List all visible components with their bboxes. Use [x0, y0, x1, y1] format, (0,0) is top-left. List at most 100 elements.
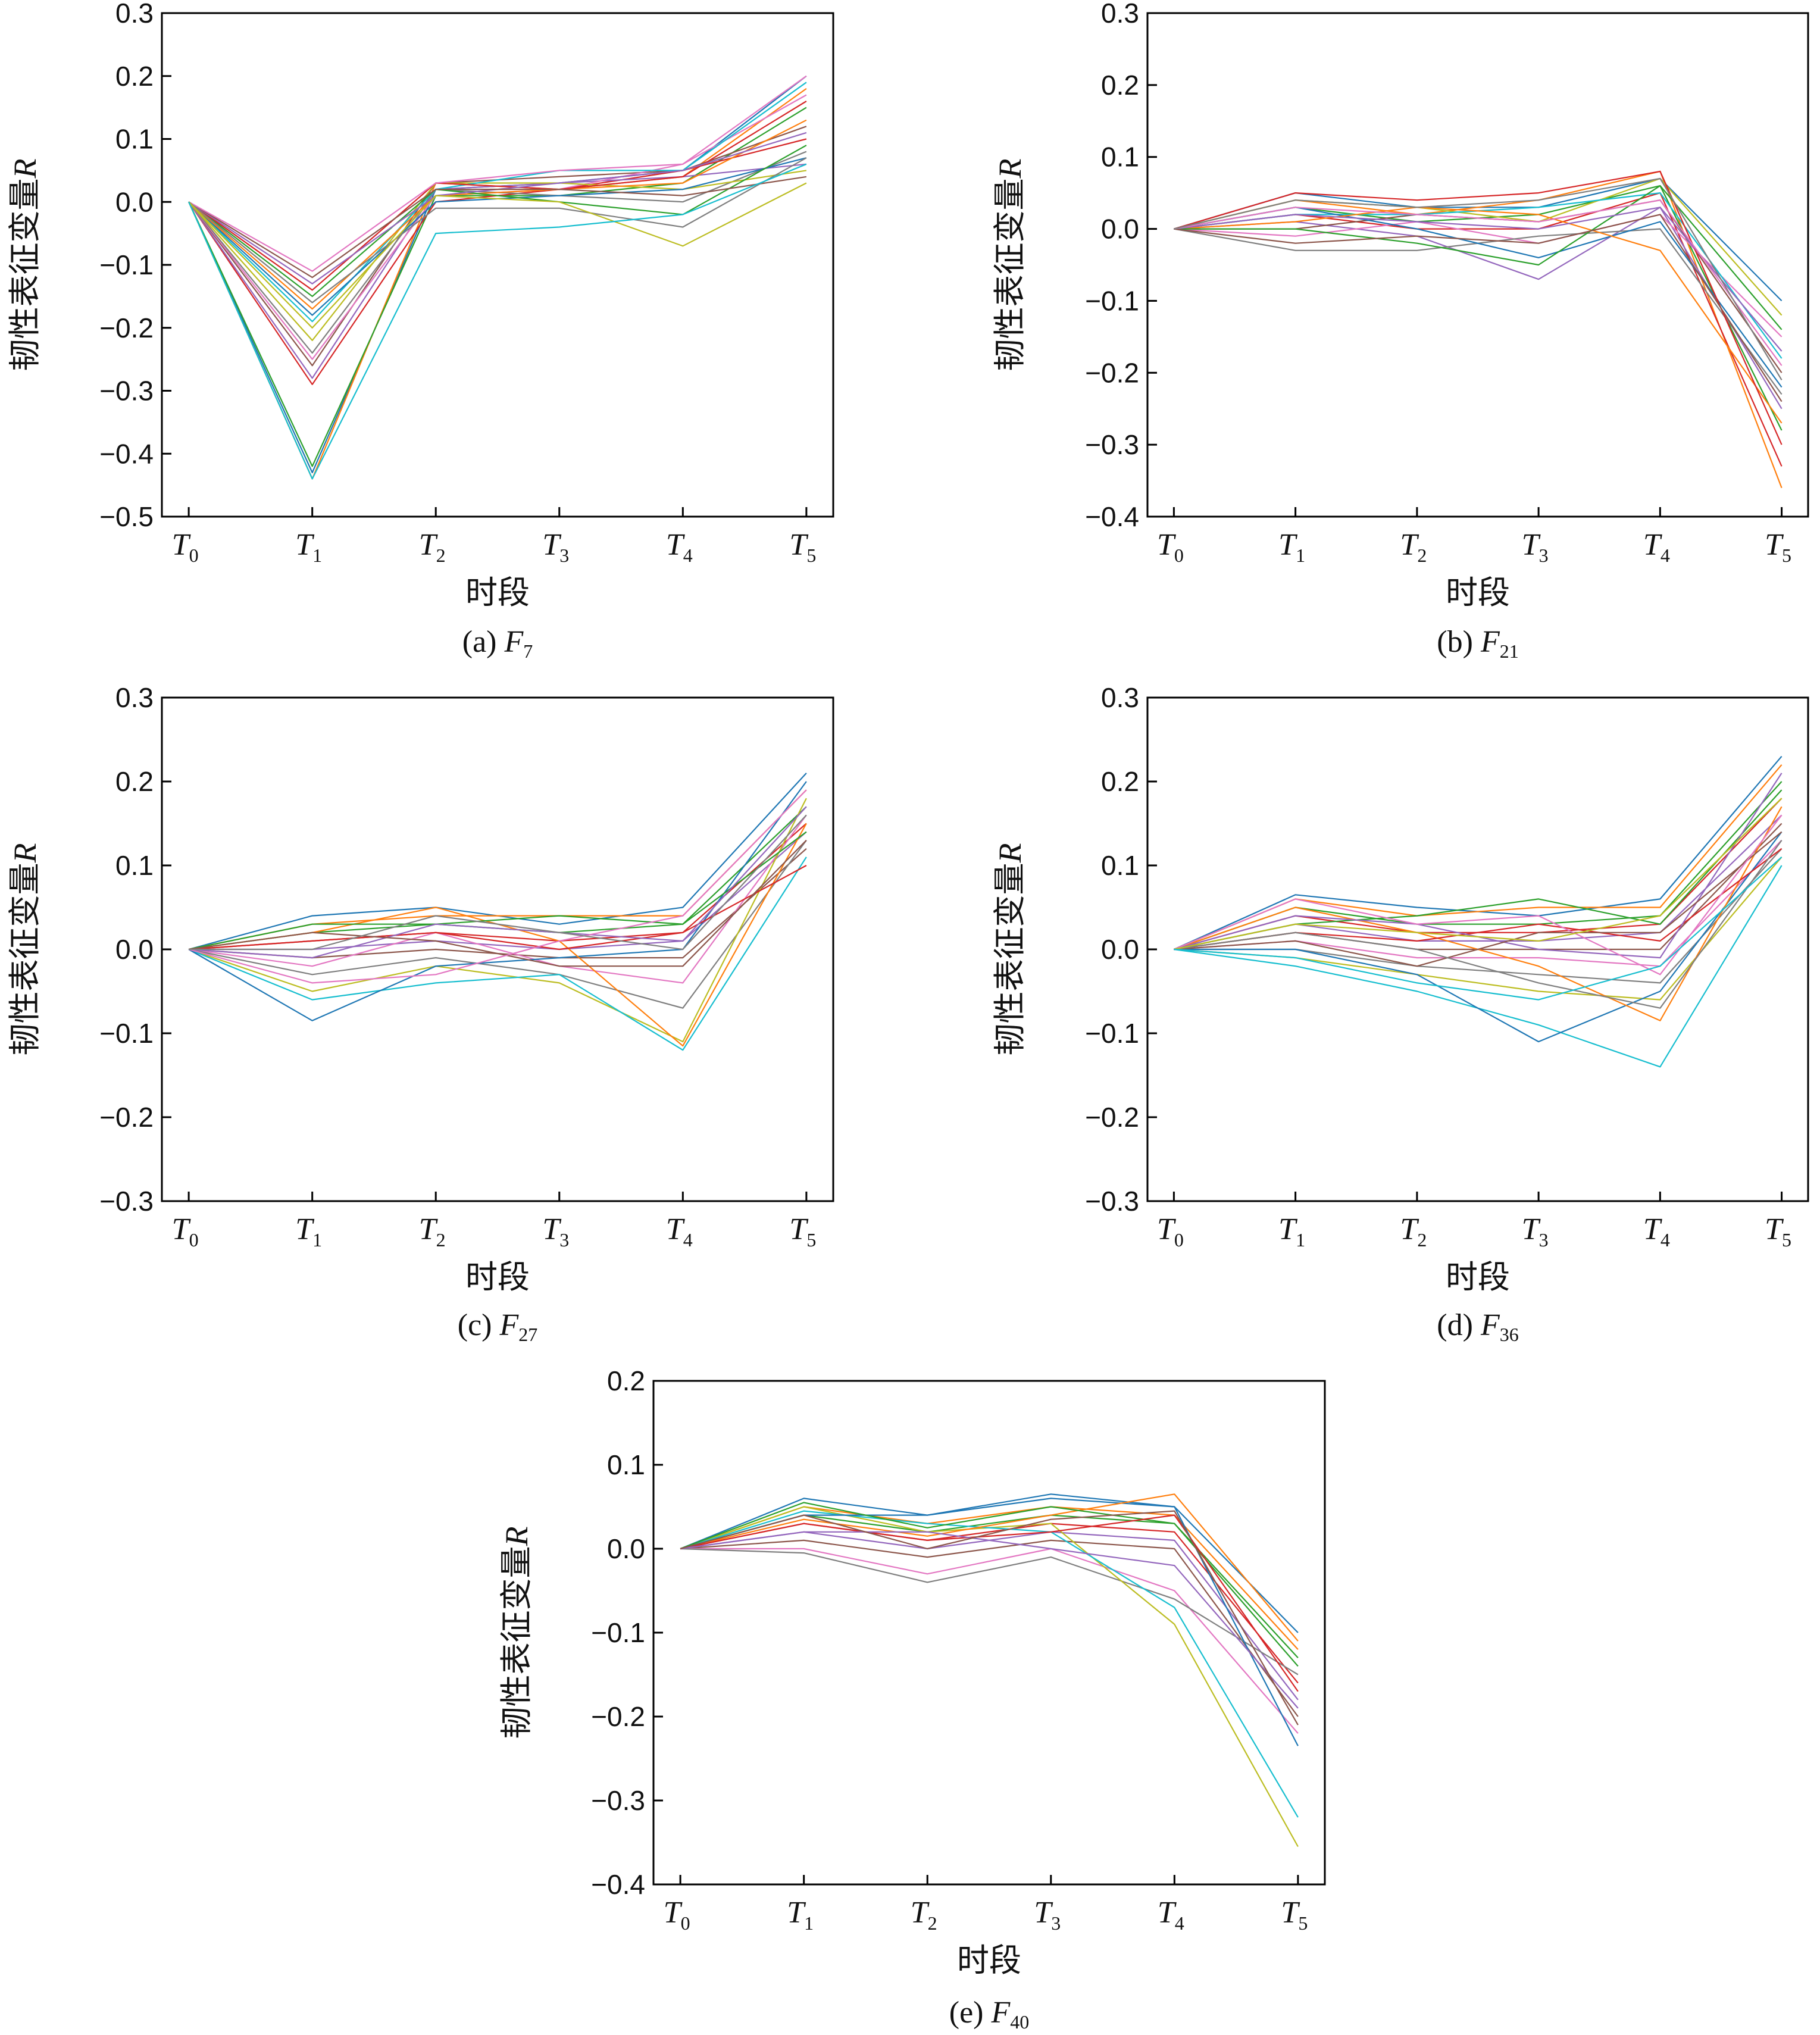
series-group	[188, 773, 807, 1051]
y-tick-label: −0.2	[1085, 357, 1139, 388]
series-line-s1	[188, 75, 807, 474]
caption-sub: 40	[1010, 2011, 1029, 2033]
x-tick-label: T1	[1278, 1212, 1305, 1251]
x-tick-sub: 0	[189, 545, 199, 566]
series-line-s7	[1174, 214, 1783, 337]
caption-prefix: (e)	[949, 1996, 992, 2030]
series-line-s4	[188, 138, 807, 386]
chart-a: −0.5−0.4−0.3−0.2−0.10.00.10.20.3T0 T1 T2 T3…	[6, 0, 834, 662]
series-line-s8	[680, 1548, 1299, 1675]
x-tick-label: T5	[789, 1212, 816, 1251]
x-tick-sub: 2	[436, 1229, 446, 1251]
series-line-s12	[680, 1493, 1299, 1642]
series-line-s9	[188, 798, 807, 1043]
x-tick-sub: 0	[1174, 545, 1184, 566]
y-tick-label: 0.2	[1101, 766, 1139, 797]
y-tick-label: −0.2	[1085, 1102, 1139, 1133]
x-tick-sub: 5	[806, 1229, 816, 1251]
x-tick-label: T4	[1643, 1212, 1670, 1251]
y-axis-title-text: 韧性表征变量	[991, 179, 1028, 371]
caption-sub: 7	[523, 640, 533, 662]
series-line-s13	[188, 145, 807, 297]
y-tick-label: 0.3	[115, 682, 154, 713]
chart-c: −0.3−0.2−0.10.00.10.20.3T0 T1 T2 T3 T4 T5时段韧性…	[6, 682, 834, 1345]
y-tick-label: 0.2	[115, 61, 154, 92]
y-tick-label: −0.2	[99, 1102, 154, 1133]
x-tick-main: T	[542, 528, 561, 562]
subfigure-caption: (c) F27	[458, 1308, 537, 1345]
x-tick-label: T2	[1400, 1212, 1427, 1251]
y-axis-title: 韧性表征变量R	[6, 843, 43, 1056]
series-line-s16	[680, 1510, 1299, 1725]
series-line-s13	[1174, 185, 1783, 330]
series-line-s14	[189, 865, 807, 951]
x-tick-sub: 2	[436, 545, 446, 566]
y-tick-label: −0.5	[99, 501, 154, 532]
y-tick-label: −0.3	[591, 1785, 645, 1816]
chart-b: −0.4−0.3−0.2−0.10.00.10.20.3T0 T1 T2 T3 T4 T5…	[991, 0, 1809, 662]
series-line-s12	[188, 119, 807, 310]
x-tick-sub: 2	[1417, 1229, 1427, 1251]
series-line-s19	[188, 182, 807, 329]
subfigure-caption: (a) F7	[462, 625, 533, 662]
series-line-s19	[1174, 798, 1783, 951]
y-tick-label: −0.4	[99, 438, 154, 469]
series-line-s10	[680, 1510, 1299, 1818]
x-tick-label: T2	[419, 528, 446, 566]
caption-var: F	[1480, 625, 1500, 659]
x-tick-sub: 1	[1296, 1229, 1305, 1251]
y-tick-label: 0.1	[115, 850, 154, 881]
x-tick-label: T3	[542, 1212, 569, 1251]
series-line-s5	[1174, 207, 1783, 409]
x-tick-main: T	[666, 528, 685, 562]
x-tick-main: T	[1157, 528, 1176, 562]
y-axis-title-text: 韧性表征变量	[6, 179, 43, 371]
chart-d: −0.3−0.2−0.10.00.10.20.3T0 T1 T2 T3 T4 T5时段韧性…	[991, 682, 1809, 1345]
y-tick-label: −0.4	[591, 1869, 645, 1900]
y-tick-label: −0.3	[1085, 429, 1139, 460]
x-tick-sub: 0	[189, 1229, 199, 1251]
x-tick-sub: 3	[559, 1229, 569, 1251]
x-tick-label: T3	[1522, 1212, 1549, 1251]
x-tick-label: T5	[1765, 528, 1791, 566]
x-tick-main: T	[1278, 1212, 1297, 1246]
caption-sub: 21	[1500, 640, 1519, 662]
x-axis-title: 时段	[1446, 574, 1510, 611]
y-tick-label: −0.3	[1085, 1186, 1139, 1217]
x-tick-main: T	[789, 1212, 808, 1246]
y-tick-label: −0.1	[1085, 285, 1139, 316]
x-tick-sub: 5	[1298, 1912, 1308, 1934]
x-tick-main: T	[787, 1896, 806, 1930]
y-tick-label: 0.0	[1101, 214, 1139, 245]
y-tick-label: −0.3	[99, 1186, 154, 1217]
x-tick-sub: 3	[1539, 1229, 1549, 1251]
x-tick-main: T	[664, 1896, 683, 1930]
x-tick-label: T2	[1400, 528, 1427, 566]
y-axis-title-var: R	[992, 843, 1028, 864]
x-tick-sub: 5	[1782, 545, 1791, 566]
x-tick-sub: 4	[683, 1229, 693, 1251]
x-tick-main: T	[1158, 1896, 1177, 1930]
y-axis-title-var: R	[7, 843, 43, 864]
x-tick-label: T3	[1522, 528, 1549, 566]
y-tick-label: −0.2	[99, 312, 154, 343]
y-tick-label: 0.2	[1101, 70, 1139, 101]
series-line-s4	[1174, 798, 1783, 951]
x-tick-label: T2	[911, 1896, 937, 1934]
series-line-s16	[188, 176, 807, 279]
y-axis-title: 韧性表征变量R	[991, 843, 1028, 1056]
x-axis-title: 时段	[465, 1258, 530, 1296]
subfigure-caption: (b) F21	[1437, 625, 1518, 662]
y-tick-label: 0.3	[1101, 0, 1139, 29]
y-tick-label: 0.1	[1101, 850, 1139, 881]
y-tick-label: −0.1	[99, 249, 154, 280]
x-axis-title: 时段	[465, 574, 530, 611]
x-tick-sub: 3	[1051, 1912, 1061, 1934]
y-tick-label: 0.0	[607, 1533, 645, 1564]
x-tick-main: T	[1400, 528, 1419, 562]
series-line-s20	[188, 163, 807, 480]
y-tick-label: 0.3	[115, 0, 154, 29]
caption-var: F	[499, 1308, 519, 1342]
y-tick-label: −0.1	[591, 1617, 645, 1648]
series-line-s16	[188, 839, 807, 967]
